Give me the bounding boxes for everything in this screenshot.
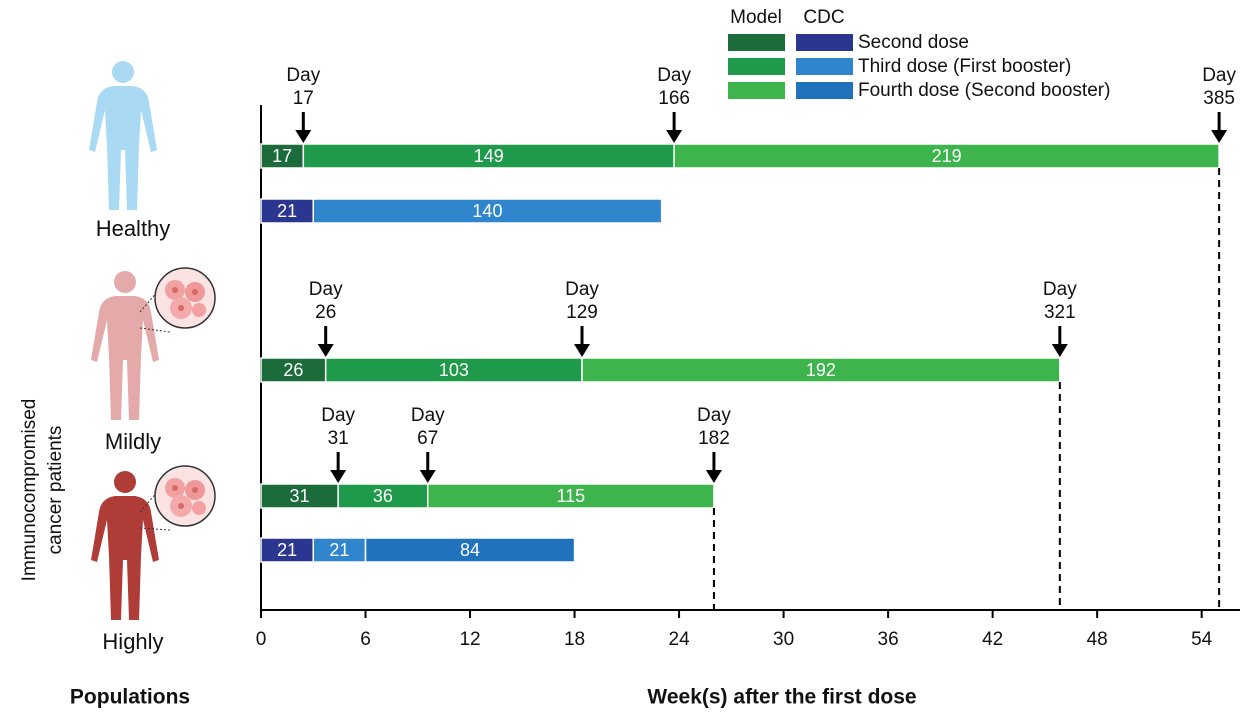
marker-label: Day: [1043, 279, 1077, 300]
marker-arrowhead: [295, 130, 312, 143]
marker-label: Day: [321, 405, 355, 426]
marker-label: Day: [1202, 65, 1236, 86]
y-axis-title: Populations: [70, 686, 190, 709]
bar-segment: [312, 537, 367, 563]
legend-label: Second dose: [858, 32, 969, 53]
x-tick-label: 42: [982, 629, 1003, 650]
marker-label: 26: [315, 302, 336, 323]
bar-segment: [312, 198, 663, 224]
legend-swatch: [796, 82, 853, 99]
marker-arrowhead: [317, 344, 334, 357]
legend-swatch: [728, 58, 785, 75]
marker-arrowhead: [330, 470, 347, 483]
segment-label: 149: [474, 146, 504, 166]
marker-arrowhead: [1211, 130, 1228, 143]
x-tick-label: 48: [1087, 629, 1108, 650]
healthy-figure: [89, 61, 157, 210]
marker-label: 321: [1044, 302, 1076, 323]
legend-swatch: [728, 82, 785, 99]
marker-label: Day: [657, 65, 691, 86]
segment-label: 21: [277, 540, 297, 560]
segment-label: 84: [460, 540, 480, 560]
marker-arrowhead: [666, 130, 683, 143]
marker-arrowhead: [1051, 344, 1068, 357]
cell-icon: [154, 465, 216, 527]
marker-label: 31: [328, 428, 349, 449]
legend-swatch: [796, 34, 853, 51]
x-tick-label: 54: [1191, 629, 1213, 650]
segment-label: 140: [472, 201, 502, 221]
marker-label: Day: [697, 405, 731, 426]
segment-label: 103: [439, 360, 469, 380]
segment-label: 26: [283, 360, 303, 380]
group-label: Mildly: [105, 429, 161, 454]
marker-label: Day: [411, 405, 445, 426]
marker-label: 67: [417, 428, 438, 449]
legend-header: Model: [730, 7, 782, 28]
bar-segment: [364, 537, 576, 563]
marker-label: 182: [698, 428, 730, 449]
bar-segment: [260, 143, 305, 169]
segment-label: 115: [556, 486, 585, 506]
legend-label: Third dose (First booster): [858, 56, 1071, 77]
group-label: Highly: [102, 629, 163, 654]
bar-segment: [673, 143, 1220, 169]
legend-header: CDC: [803, 7, 844, 28]
segment-label: 21: [277, 201, 297, 221]
segment-label: 31: [290, 486, 310, 506]
figures: [89, 61, 216, 620]
mild-figure: [91, 271, 159, 420]
bar-segment: [260, 198, 315, 224]
x-tick-label: 36: [878, 629, 899, 650]
marker-label: Day: [286, 65, 320, 86]
legend-swatch: [796, 58, 853, 75]
group-title: Immunocompromised: [19, 399, 40, 582]
marker-arrowhead: [574, 344, 591, 357]
high-figure: [91, 471, 159, 620]
bar-segment: [426, 483, 715, 509]
marker-label: Day: [565, 279, 599, 300]
marker-label: Day: [309, 279, 343, 300]
marker-label: 17: [293, 88, 314, 109]
marker-label: 166: [658, 88, 690, 109]
x-tick-label: 12: [459, 629, 480, 650]
segment-label: 36: [373, 486, 393, 506]
x-tick-label: 0: [256, 629, 267, 650]
marker-label: 385: [1203, 88, 1235, 109]
legend-label: Fourth dose (Second booster): [858, 80, 1110, 101]
x-tick-label: 24: [669, 629, 691, 650]
segment-label: 17: [272, 146, 292, 166]
segment-label: 219: [932, 146, 962, 166]
bar-segment: [581, 357, 1061, 383]
marker-label: 129: [566, 302, 598, 323]
x-tick-label: 30: [773, 629, 794, 650]
x-tick-label: 6: [360, 629, 371, 650]
marker-arrowhead: [705, 470, 722, 483]
legend-swatch: [728, 34, 785, 51]
bar-segment: [324, 357, 583, 383]
bar-segment: [337, 483, 429, 509]
segment-label: 192: [806, 360, 836, 380]
cell-icon: [154, 267, 216, 329]
group-title: cancer patients: [45, 426, 66, 555]
marker-arrowhead: [419, 470, 436, 483]
segment-label: 21: [329, 540, 349, 560]
bar-segment: [302, 143, 675, 169]
x-axis-title: Week(s) after the first dose: [647, 686, 916, 709]
x-tick-label: 18: [564, 629, 585, 650]
group-label: Healthy: [96, 216, 171, 241]
